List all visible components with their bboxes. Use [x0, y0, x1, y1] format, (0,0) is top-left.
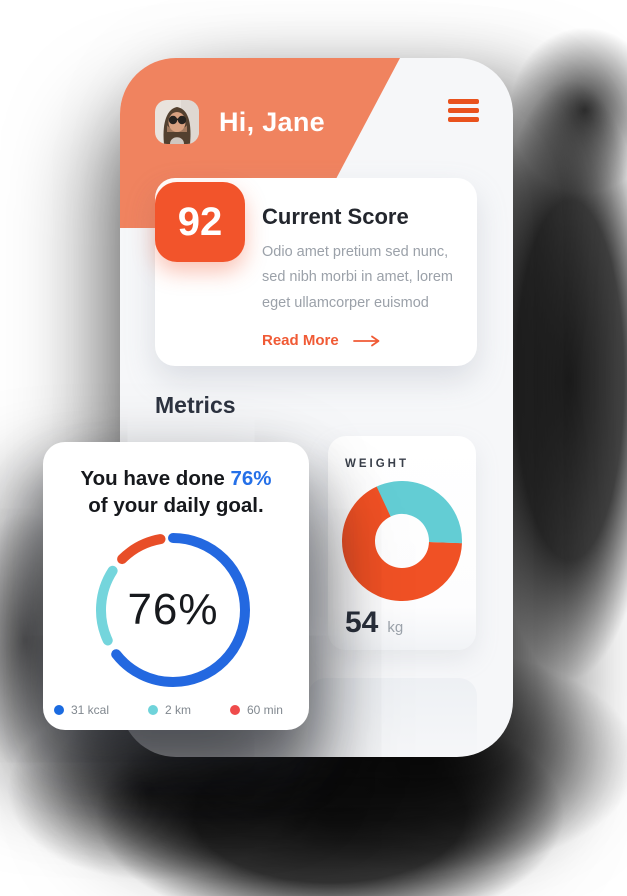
score-badge: 92: [155, 182, 245, 262]
legend-dot-red: [229, 705, 240, 715]
progress-percent-label: 76%: [127, 585, 219, 634]
goal-title: You have done 76% of your daily goal.: [43, 465, 309, 519]
daily-goal-popup-card: You have done 76% of your daily goal. 76…: [43, 442, 309, 730]
menu-bar: [448, 117, 479, 122]
header: Hi, Jane: [155, 100, 325, 144]
goal-title-line2: of your daily goal.: [88, 494, 264, 518]
legend-label-minutes: 60 min: [246, 703, 283, 717]
menu-bar: [448, 108, 479, 113]
ring-arc-calories: [96, 533, 250, 687]
legend-label-distance: 2 km: [164, 703, 191, 717]
avatar-photo: [155, 100, 199, 144]
avatar[interactable]: [155, 100, 199, 144]
weight-unit: kg: [387, 619, 404, 636]
current-score-card: 92 Current Score Odio amet pretium sed n…: [155, 178, 477, 366]
score-value: 92: [177, 199, 223, 244]
read-more-label: Read More: [262, 332, 339, 350]
menu-icon[interactable]: [448, 99, 479, 122]
weight-card-label: WEIGHT: [345, 458, 409, 470]
legend-dot-teal: [147, 705, 158, 715]
menu-bar: [448, 99, 479, 104]
weight-value: 54: [345, 606, 379, 639]
legend-item-minutes: 60 min: [229, 703, 283, 717]
read-more-link[interactable]: Read More: [262, 332, 462, 349]
score-description: Odio amet pretium sed nunc, sed nibh mor…: [262, 244, 453, 311]
goal-legend: 31 kcal 2 km 60 min: [43, 703, 309, 717]
goal-title-percent: 76%: [230, 467, 272, 490]
next-card-preview: [308, 678, 477, 757]
legend-dot-blue: [54, 705, 64, 715]
legend-item-calories: 31 kcal: [54, 703, 109, 717]
weight-value-row: 54 kg: [345, 606, 403, 640]
weight-metric-card[interactable]: WEIGHT 54 kg: [328, 436, 476, 650]
arrow-right-icon: [352, 335, 380, 347]
weight-donut-chart: [342, 481, 462, 601]
progress-ring-chart: [95, 533, 250, 687]
donut-slice-secondary: [342, 481, 462, 601]
metrics-heading: Metrics: [155, 392, 236, 418]
ring-arc-distance: [96, 533, 250, 687]
legend-label-calories: 31 kcal: [71, 703, 110, 717]
legend-item-distance: 2 km: [147, 703, 191, 717]
greeting-text: Hi, Jane: [219, 106, 325, 137]
ring-arc-minutes: [95, 533, 250, 687]
goal-title-text: You have done: [80, 467, 225, 490]
score-title: Current Score: [262, 204, 409, 229]
score-content: Current Score Odio amet pretium sed nunc…: [262, 204, 462, 349]
